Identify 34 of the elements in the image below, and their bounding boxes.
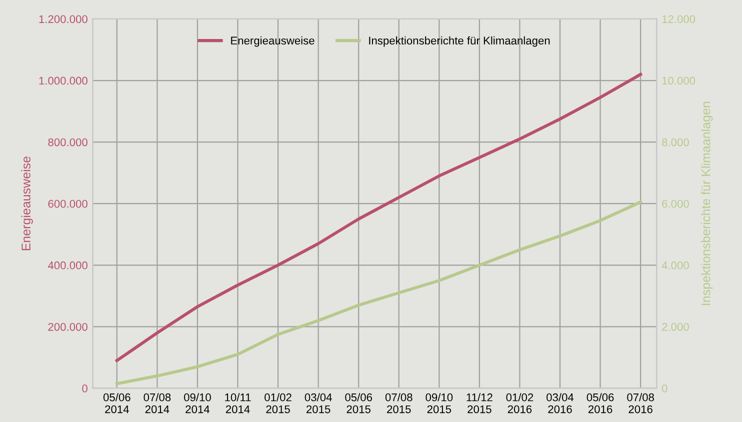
y-tick-label: 600.000 — [48, 200, 88, 208]
x-tick-label: 05/06 2016 — [586, 393, 614, 414]
y-tick-label: 1.000.000 — [39, 76, 88, 85]
x-tick-label: 09/10 2014 — [184, 393, 211, 414]
x-tick-label: 09/10 2015 — [426, 393, 453, 414]
y2-tick-label: 0 — [662, 384, 668, 392]
line-series — [115, 72, 642, 362]
y-tick-label: 200.000 — [48, 322, 88, 331]
legend-label: Inspektionsberichte für Klimaanlagen — [369, 36, 550, 47]
x-tick-label: 07/08 2015 — [385, 393, 412, 414]
y-tick-label: 0 — [82, 384, 88, 392]
y-tick-label: 800.000 — [48, 138, 88, 146]
x-tick-label: 07/08 2016 — [627, 393, 654, 414]
y2-tick-label: 10.000 — [662, 76, 696, 85]
x-tick-label: 01/02 2016 — [506, 393, 534, 414]
x-tick-label: 03/04 2016 — [546, 393, 574, 414]
y2-tick-label: 2.000 — [662, 322, 689, 331]
y2-tick-label: 8.000 — [662, 138, 689, 146]
x-tick-label: 03/04 2015 — [304, 393, 332, 414]
y-axis-title: Energieausweise — [21, 156, 33, 250]
x-tick-label: 07/08 2014 — [144, 393, 171, 414]
line-series — [115, 200, 642, 386]
y2-axis-title: Inspektionsberichte für Klimaanlagen — [701, 102, 713, 305]
x-tick-label: 05/06 2014 — [103, 393, 130, 414]
y2-tick-label: 6.000 — [662, 200, 689, 208]
legend-label: Energieausweise — [231, 36, 314, 47]
y-tick-label: 1.200.000 — [39, 15, 88, 24]
x-tick-label: 10/11 2014 — [225, 393, 251, 414]
y2-tick-label: 4.000 — [662, 261, 689, 270]
x-tick-label: 11/12 2015 — [466, 393, 492, 414]
x-tick-label: 05/06 2015 — [345, 393, 372, 414]
y-tick-label: 400.000 — [48, 261, 88, 270]
x-tick-label: 01/02 2015 — [264, 393, 292, 414]
y2-tick-label: 12.000 — [662, 15, 696, 24]
